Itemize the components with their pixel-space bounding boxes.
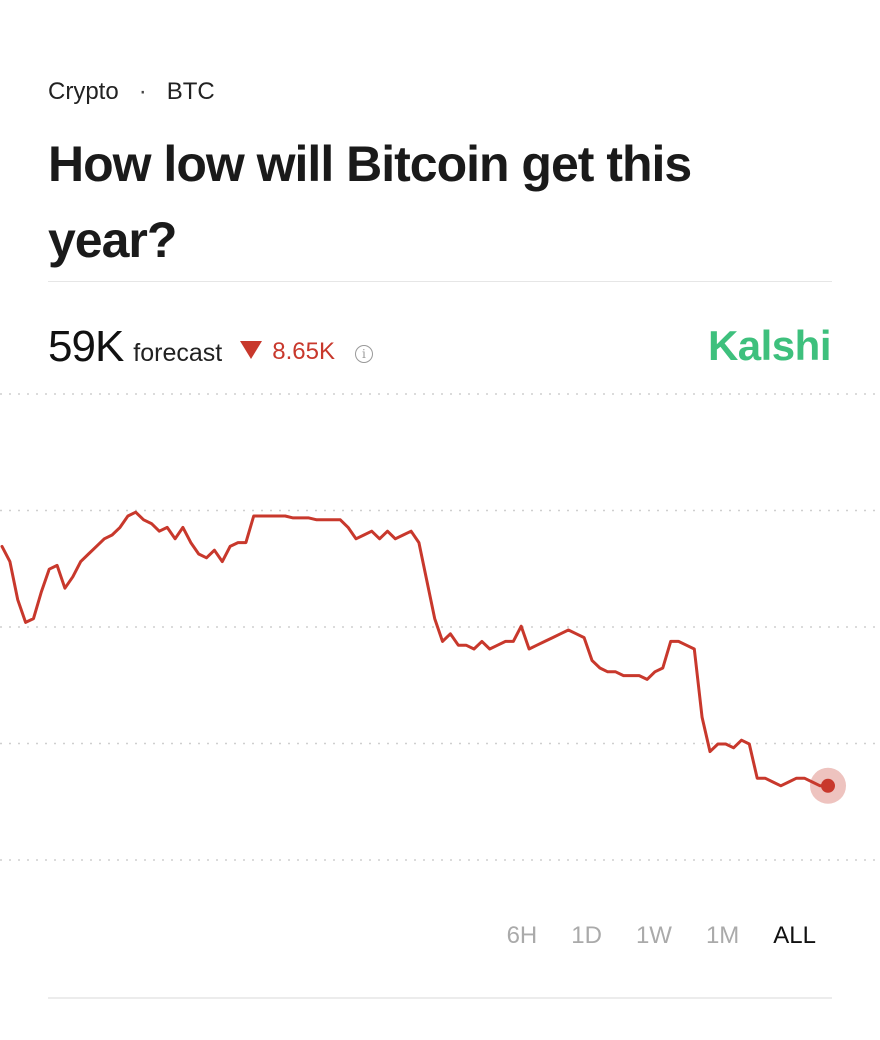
down-triangle-icon (240, 341, 263, 359)
series-line (0, 510, 830, 788)
range-tab-6h[interactable]: 6H (506, 922, 538, 949)
range-tab-1w[interactable]: 1W (635, 922, 672, 949)
range-tab-1d[interactable]: 1D (571, 922, 602, 949)
range-tab-all[interactable]: ALL (773, 922, 816, 949)
footer-divider (48, 997, 832, 999)
forecast-chart (0, 393, 880, 861)
breadcrumb: Crypto · BTC (48, 78, 215, 106)
forecast-value: 59K (48, 322, 124, 371)
breadcrumb-asset[interactable]: BTC (166, 78, 215, 105)
breadcrumb-category[interactable]: Crypto (48, 78, 119, 105)
header-divider (48, 281, 832, 282)
forecast-label: forecast (133, 339, 223, 367)
current-point-dot[interactable] (821, 778, 835, 793)
chart-series (0, 510, 846, 804)
forecast-change: 8.65K (240, 338, 335, 366)
breadcrumb-separator: · (138, 78, 147, 105)
brand-logo[interactable]: Kalshi (707, 322, 832, 369)
range-tabs: 6H 1D 1W 1M ALL (507, 922, 816, 950)
forecast-change-value: 8.65K (272, 338, 335, 365)
forecast-summary: 59K forecast 8.65K i (48, 322, 373, 372)
page-title: How low will Bitcoin get this year? (48, 136, 692, 268)
info-icon[interactable]: i (354, 345, 373, 363)
chart-grid (0, 393, 880, 861)
range-tab-1m[interactable]: 1M (705, 922, 740, 949)
